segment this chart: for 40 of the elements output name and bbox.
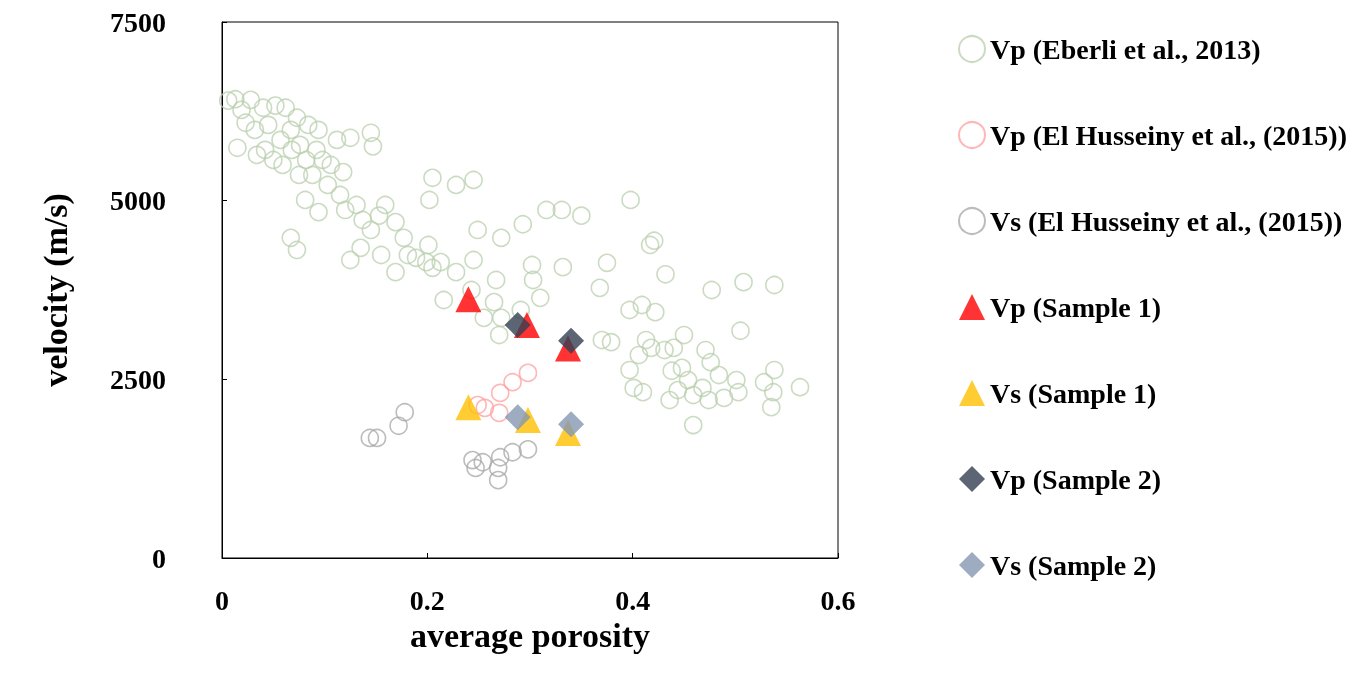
point (488, 458, 508, 478)
point (490, 447, 510, 467)
point (503, 372, 522, 392)
legend-label: Vp (Sample 2) (990, 463, 1162, 495)
point (466, 458, 485, 478)
point (503, 442, 522, 462)
point (558, 327, 585, 354)
y-tick-label: 7500 (110, 6, 166, 38)
point (504, 404, 531, 431)
x-axis-title: average porosity (409, 617, 651, 655)
y-axis-title: velocity (m/s) (36, 193, 75, 387)
legend-label: Vp (Eberli et al., 2013) (990, 33, 1261, 65)
point (395, 402, 415, 422)
x-tick-label: 0 (215, 584, 229, 616)
point (490, 383, 510, 403)
y-tick-label: 0 (152, 542, 166, 574)
legend-label: Vs (Sample 1) (990, 377, 1157, 409)
point (360, 428, 380, 448)
x-tick-label: 0.2 (409, 584, 445, 616)
point (475, 398, 495, 418)
point (489, 403, 509, 423)
legend-label: Vs (Sample 2) (990, 549, 1157, 581)
point (504, 312, 531, 339)
point (367, 428, 387, 448)
x-tick-label: 0.4 (615, 584, 651, 616)
y-tick-label: 2500 (110, 363, 166, 395)
point (389, 416, 408, 436)
point (455, 286, 482, 313)
y-tick-label: 5000 (110, 185, 166, 217)
point (558, 411, 585, 438)
legend-label: Vp (Sample 1) (990, 291, 1162, 323)
legend-label: Vs (El Husseiny et al., (2015)) (990, 205, 1343, 237)
point (463, 450, 482, 470)
point (518, 440, 538, 459)
point (488, 470, 508, 490)
point (473, 452, 493, 472)
point (518, 363, 538, 383)
x-tick-label: 0.6 (820, 584, 856, 616)
point (455, 394, 482, 421)
legend-label: Vp (El Husseiny et al., (2015)) (990, 119, 1347, 151)
